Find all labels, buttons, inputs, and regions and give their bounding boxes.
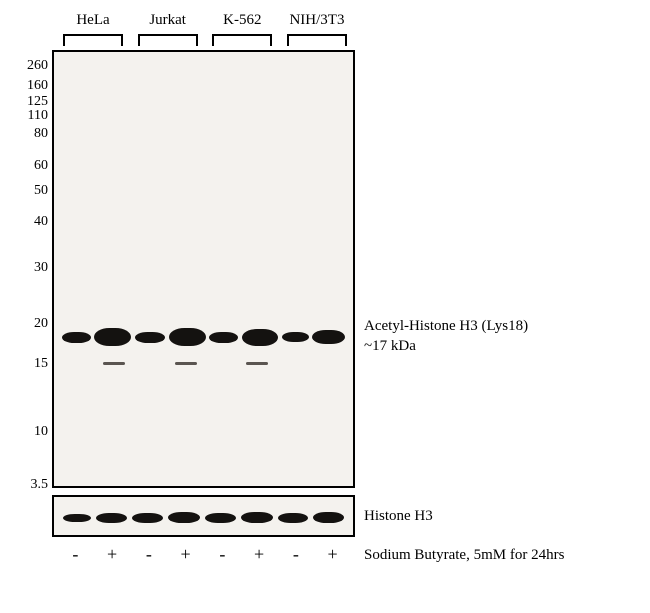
target-band bbox=[135, 332, 165, 343]
target-band bbox=[282, 332, 309, 342]
target-band bbox=[209, 332, 238, 343]
mw-marker: 50 bbox=[0, 183, 48, 199]
mw-marker: 30 bbox=[0, 260, 48, 276]
loading-band bbox=[278, 513, 308, 523]
lane-label: NIH/3T3 bbox=[289, 12, 344, 28]
faint-band bbox=[210, 362, 232, 365]
lane-label: K-562 bbox=[223, 12, 261, 28]
bracket bbox=[287, 34, 347, 46]
mw-marker: 60 bbox=[0, 158, 48, 174]
loading-band bbox=[313, 512, 344, 523]
treatment-indicator: + bbox=[250, 544, 268, 565]
target-band bbox=[169, 328, 206, 346]
faint-band bbox=[67, 362, 89, 365]
target-band-row bbox=[54, 328, 353, 346]
mw-marker: 40 bbox=[0, 214, 48, 230]
lane-group-hela: HeLa bbox=[57, 12, 129, 29]
mw-marker: 260 bbox=[0, 58, 48, 74]
loading-label: Histone H3 bbox=[364, 507, 433, 527]
treatment-indicator: - bbox=[140, 544, 158, 565]
faint-band bbox=[318, 362, 340, 365]
mw-marker: 20 bbox=[0, 316, 48, 332]
target-label-name: Acetyl-Histone H3 (Lys18) bbox=[364, 317, 528, 337]
target-band bbox=[312, 330, 345, 344]
treatment-indicator: - bbox=[287, 544, 305, 565]
loading-band bbox=[132, 513, 163, 523]
loading-band-row bbox=[54, 512, 353, 523]
mw-marker: 15 bbox=[0, 356, 48, 372]
loading-band bbox=[168, 512, 200, 523]
lane-group-jurkat: Jurkat bbox=[132, 12, 204, 29]
faint-band bbox=[246, 362, 268, 365]
target-band bbox=[242, 329, 278, 346]
target-label: Acetyl-Histone H3 (Lys18) ~17 kDa bbox=[364, 317, 528, 356]
loading-band bbox=[63, 514, 91, 522]
main-blot-panel bbox=[52, 50, 355, 488]
mw-marker: 80 bbox=[0, 126, 48, 142]
lane-labels-row: HeLa Jurkat K-562 NIH/3T3 bbox=[55, 12, 355, 29]
faint-band bbox=[139, 362, 161, 365]
treatment-indicator: + bbox=[324, 544, 342, 565]
treatment-indicator: + bbox=[103, 544, 121, 565]
faint-band bbox=[103, 362, 125, 365]
treatment-label: Sodium Butyrate, 5mM for 24hrs bbox=[364, 546, 564, 566]
mw-marker: 110 bbox=[0, 108, 48, 124]
target-band bbox=[94, 328, 131, 346]
mw-marker: 3.5 bbox=[0, 477, 48, 493]
treatment-indicator: - bbox=[213, 544, 231, 565]
mw-marker: 10 bbox=[0, 424, 48, 440]
treatment-indicator-row: -+-+-+-+ bbox=[57, 544, 351, 565]
bracket bbox=[138, 34, 198, 46]
loading-band bbox=[96, 513, 127, 523]
faint-band bbox=[175, 362, 197, 365]
lane-group-nih3t3: NIH/3T3 bbox=[281, 12, 353, 29]
lane-label: Jurkat bbox=[149, 12, 186, 28]
loading-band bbox=[205, 513, 236, 523]
lane-label: HeLa bbox=[76, 12, 109, 28]
treatment-indicator: + bbox=[177, 544, 195, 565]
loading-blot-panel bbox=[52, 495, 355, 537]
bracket bbox=[212, 34, 272, 46]
faint-band-row bbox=[54, 362, 353, 365]
treatment-indicator: - bbox=[66, 544, 84, 565]
mw-marker: 160 bbox=[0, 78, 48, 94]
target-band bbox=[62, 332, 91, 343]
bracket bbox=[63, 34, 123, 46]
target-label-mw: ~17 kDa bbox=[364, 337, 528, 357]
loading-band bbox=[241, 512, 273, 523]
lane-group-k562: K-562 bbox=[206, 12, 278, 29]
faint-band bbox=[282, 362, 304, 365]
